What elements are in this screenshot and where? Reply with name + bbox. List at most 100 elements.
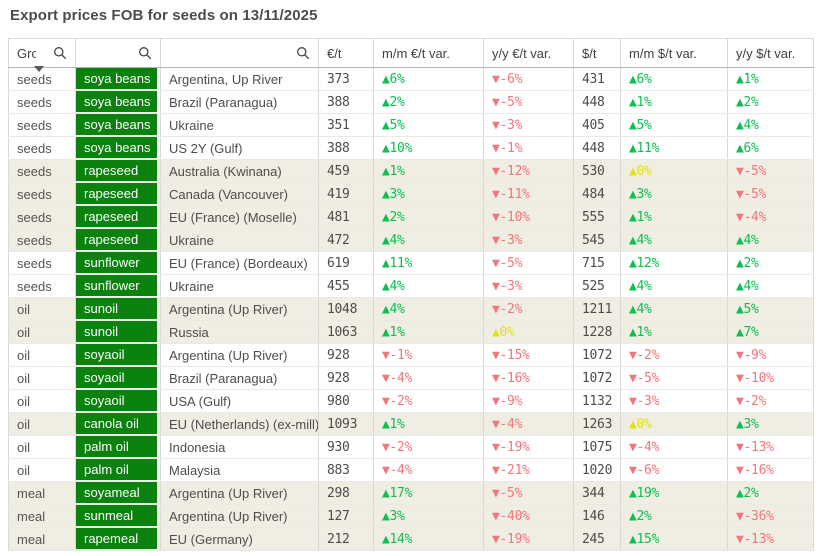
- cell-product[interactable]: sunflower: [75, 251, 161, 275]
- cell-origin[interactable]: Russia: [160, 320, 319, 344]
- cell-group[interactable]: seeds: [8, 67, 76, 91]
- product-pill[interactable]: soyaoil: [76, 367, 157, 389]
- product-pill[interactable]: palm oil: [76, 459, 157, 481]
- cell-eur-per-t: 883: [318, 458, 374, 482]
- table-row: seeds soya beans US 2Y (Gulf) 388 ▲10% ▼-1% 44…: [8, 136, 814, 160]
- cell-origin[interactable]: EU (Netherlands) (ex-mill): [160, 412, 319, 436]
- cell-group[interactable]: oil: [8, 412, 76, 436]
- cell-origin[interactable]: Argentina (Up River): [160, 343, 319, 367]
- cell-origin[interactable]: Indonesia: [160, 435, 319, 459]
- cell-product[interactable]: soya beans: [75, 136, 161, 160]
- cell-product[interactable]: rapemeal: [75, 527, 161, 551]
- header-mm-eur-var[interactable]: m/m €/t var.: [373, 38, 484, 68]
- product-pill[interactable]: soya beans: [76, 137, 157, 159]
- header-yy-eur-var[interactable]: y/y €/t var.: [483, 38, 574, 68]
- cell-product[interactable]: rapeseed: [75, 182, 161, 206]
- cell-product[interactable]: palm oil: [75, 435, 161, 459]
- cell-product[interactable]: sunoil: [75, 297, 161, 321]
- product-pill[interactable]: soya beans: [76, 91, 157, 113]
- product-pill[interactable]: soya beans: [76, 114, 157, 136]
- cell-group[interactable]: oil: [8, 366, 76, 390]
- cell-product[interactable]: sunoil: [75, 320, 161, 344]
- cell-group[interactable]: seeds: [8, 136, 76, 160]
- product-pill[interactable]: sunflower: [76, 252, 157, 274]
- cell-origin[interactable]: Argentina (Up River): [160, 481, 319, 505]
- cell-product[interactable]: canola oil: [75, 412, 161, 436]
- cell-group[interactable]: oil: [8, 297, 76, 321]
- cell-origin[interactable]: Malaysia: [160, 458, 319, 482]
- product-pill[interactable]: sunoil: [76, 321, 157, 343]
- product-pill[interactable]: rapemeal: [76, 528, 157, 550]
- cell-origin[interactable]: Canada (Vancouver): [160, 182, 319, 206]
- cell-origin[interactable]: US 2Y (Gulf): [160, 136, 319, 160]
- cell-group[interactable]: seeds: [8, 159, 76, 183]
- header-origin[interactable]: [160, 38, 319, 68]
- cell-product[interactable]: soyaoil: [75, 343, 161, 367]
- cell-product[interactable]: sunmeal: [75, 504, 161, 528]
- header-yy-usd-var[interactable]: y/y $/t var.: [727, 38, 814, 68]
- product-pill[interactable]: soyameal: [76, 482, 157, 504]
- product-pill[interactable]: rapeseed: [76, 229, 157, 251]
- cell-origin[interactable]: USA (Gulf): [160, 389, 319, 413]
- cell-origin[interactable]: Argentina, Up River: [160, 67, 319, 91]
- product-pill[interactable]: rapeseed: [76, 206, 157, 228]
- product-pill[interactable]: sunoil: [76, 298, 157, 320]
- cell-origin[interactable]: Ukraine: [160, 274, 319, 298]
- search-icon[interactable]: [296, 46, 310, 60]
- product-pill[interactable]: sunmeal: [76, 505, 157, 527]
- cell-group[interactable]: seeds: [8, 90, 76, 114]
- cell-origin[interactable]: Argentina (Up River): [160, 297, 319, 321]
- product-pill[interactable]: soya beans: [76, 68, 157, 90]
- cell-group[interactable]: seeds: [8, 251, 76, 275]
- product-pill[interactable]: canola oil: [76, 413, 157, 435]
- cell-mm-eur-var: ▲2%: [373, 205, 484, 229]
- cell-origin[interactable]: Brazil (Paranagua): [160, 90, 319, 114]
- cell-product[interactable]: soya beans: [75, 113, 161, 137]
- product-pill[interactable]: sunflower: [76, 275, 157, 297]
- cell-mm-eur-var: ▲11%: [373, 251, 484, 275]
- cell-group[interactable]: oil: [8, 343, 76, 367]
- cell-origin[interactable]: EU (France) (Moselle): [160, 205, 319, 229]
- product-pill[interactable]: rapeseed: [76, 160, 157, 182]
- header-mm-usd-var[interactable]: m/m $/t var.: [620, 38, 728, 68]
- cell-origin[interactable]: Ukraine: [160, 228, 319, 252]
- header-group[interactable]: Gro: [8, 38, 76, 68]
- cell-product[interactable]: soya beans: [75, 67, 161, 91]
- cell-origin[interactable]: EU (Germany): [160, 527, 319, 551]
- cell-product[interactable]: rapeseed: [75, 228, 161, 252]
- cell-origin[interactable]: Ukraine: [160, 113, 319, 137]
- cell-group[interactable]: seeds: [8, 205, 76, 229]
- header-usd-per-t[interactable]: $/t: [573, 38, 621, 68]
- search-icon[interactable]: [138, 46, 152, 60]
- product-pill[interactable]: rapeseed: [76, 183, 157, 205]
- cell-group[interactable]: seeds: [8, 182, 76, 206]
- cell-product[interactable]: soya beans: [75, 90, 161, 114]
- cell-product[interactable]: soyameal: [75, 481, 161, 505]
- cell-product[interactable]: sunflower: [75, 274, 161, 298]
- product-pill[interactable]: soyaoil: [76, 344, 157, 366]
- cell-origin[interactable]: Argentina (Up River): [160, 504, 319, 528]
- cell-origin[interactable]: Australia (Kwinana): [160, 159, 319, 183]
- cell-product[interactable]: rapeseed: [75, 205, 161, 229]
- product-pill[interactable]: soyaoil: [76, 390, 157, 412]
- cell-group[interactable]: oil: [8, 320, 76, 344]
- cell-product[interactable]: rapeseed: [75, 159, 161, 183]
- cell-group[interactable]: meal: [8, 527, 76, 551]
- cell-origin[interactable]: Brazil (Paranagua): [160, 366, 319, 390]
- cell-origin[interactable]: EU (France) (Bordeaux): [160, 251, 319, 275]
- cell-group[interactable]: oil: [8, 435, 76, 459]
- cell-group[interactable]: seeds: [8, 113, 76, 137]
- cell-product[interactable]: soyaoil: [75, 389, 161, 413]
- cell-group[interactable]: meal: [8, 481, 76, 505]
- search-icon[interactable]: [53, 46, 67, 60]
- header-eur-per-t[interactable]: €/t: [318, 38, 374, 68]
- cell-product[interactable]: palm oil: [75, 458, 161, 482]
- cell-group[interactable]: oil: [8, 458, 76, 482]
- product-pill[interactable]: palm oil: [76, 436, 157, 458]
- cell-group[interactable]: seeds: [8, 274, 76, 298]
- cell-group[interactable]: oil: [8, 389, 76, 413]
- cell-product[interactable]: soyaoil: [75, 366, 161, 390]
- cell-group[interactable]: seeds: [8, 228, 76, 252]
- cell-group[interactable]: meal: [8, 504, 76, 528]
- header-product[interactable]: [75, 38, 161, 68]
